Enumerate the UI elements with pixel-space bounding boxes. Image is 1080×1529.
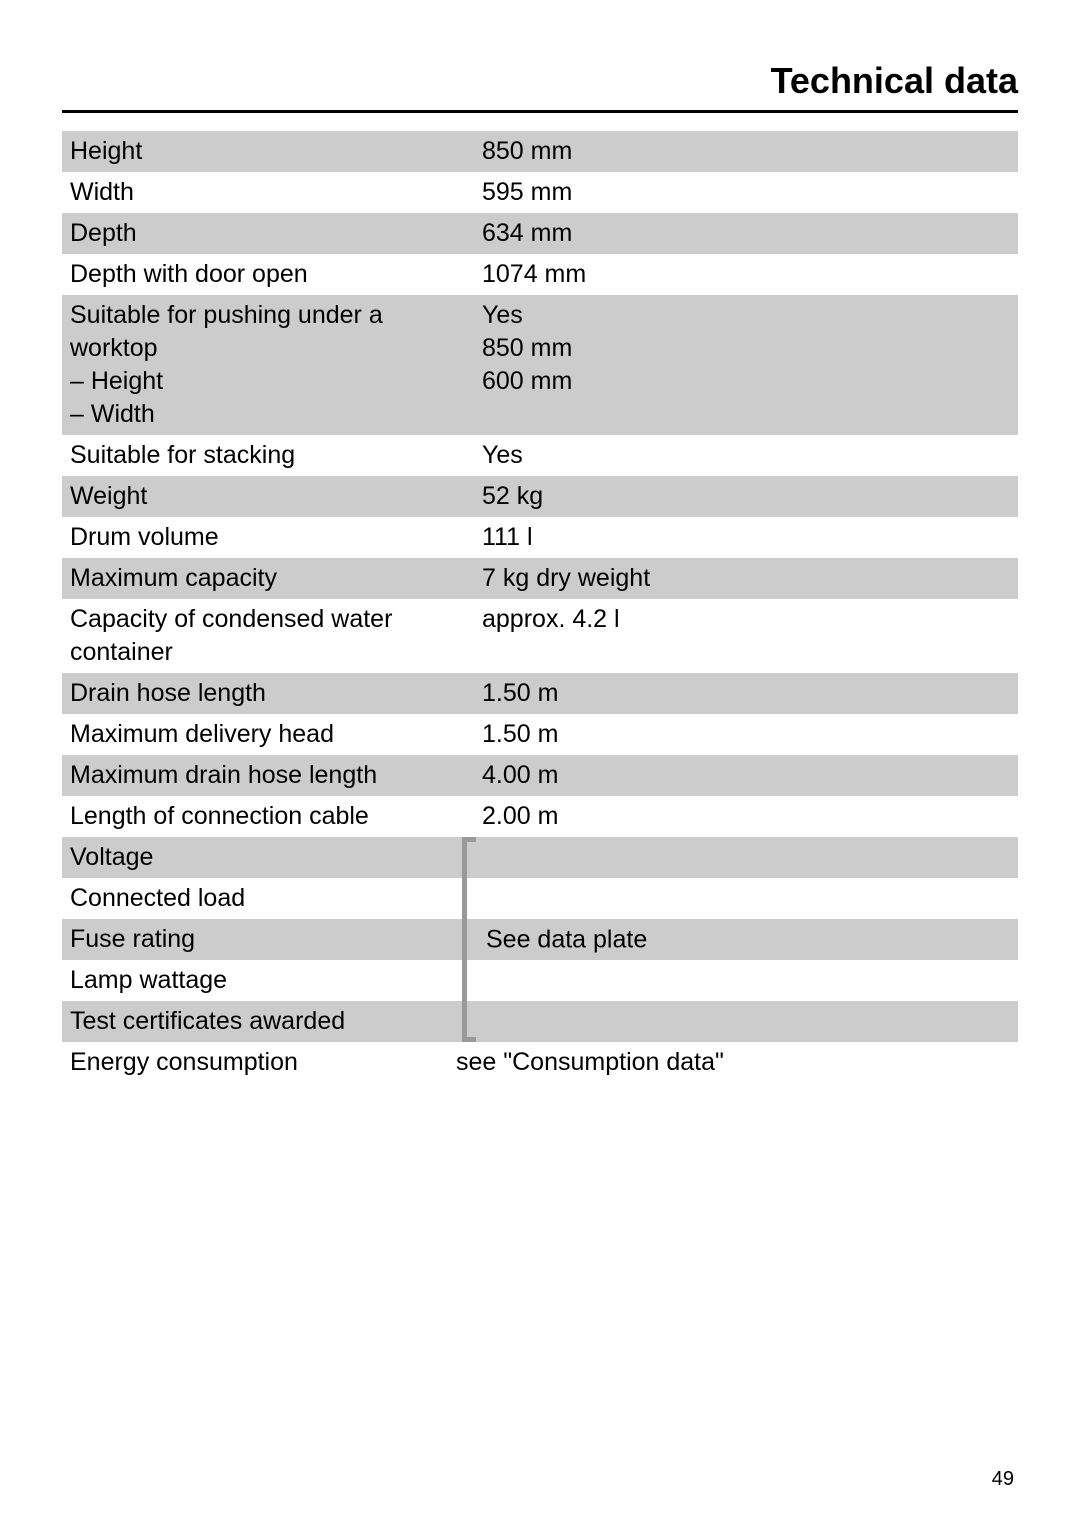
row-value: 52 kg bbox=[472, 480, 1010, 513]
table-row: Voltage bbox=[62, 837, 1018, 878]
row-label: Maximum delivery head bbox=[70, 718, 472, 751]
table-row: Capacity of condensed water container ap… bbox=[62, 599, 1018, 673]
row-value: 850 mm bbox=[472, 135, 1010, 168]
table-row: Drum volume 111 l bbox=[62, 517, 1018, 558]
bracket-icon bbox=[462, 837, 476, 1042]
row-value-line: 600 mm bbox=[482, 365, 1010, 398]
table-row: Energy consumption see "Consumption data… bbox=[62, 1042, 1018, 1083]
table-row: Height 850 mm bbox=[62, 131, 1018, 172]
row-label: Capacity of condensed water container bbox=[70, 603, 472, 669]
row-value: 7 kg dry weight bbox=[472, 562, 1010, 595]
row-value: 4.00 m bbox=[472, 759, 1010, 792]
page: Technical data Height 850 mm Width 595 m… bbox=[0, 0, 1080, 1529]
table-row: Depth 634 mm bbox=[62, 213, 1018, 254]
row-label: Length of connection cable bbox=[70, 800, 472, 833]
table-row: Lamp wattage bbox=[62, 960, 1018, 1001]
table-row: Connected load bbox=[62, 878, 1018, 919]
table-row: Drain hose length 1.50 m bbox=[62, 673, 1018, 714]
bracket-group: Voltage Connected load Fuse rating Lamp … bbox=[62, 837, 1018, 1042]
row-label-line: – Height bbox=[70, 365, 462, 398]
row-label-line: worktop bbox=[70, 332, 462, 365]
row-label: Weight bbox=[70, 480, 472, 513]
row-label: Suitable for stacking bbox=[70, 439, 472, 472]
table-row: Maximum delivery head 1.50 m bbox=[62, 714, 1018, 755]
row-value: 1.50 m bbox=[472, 718, 1010, 751]
row-value: 1.50 m bbox=[472, 677, 1010, 710]
row-value-line: approx. 4.2 l bbox=[482, 603, 1010, 636]
row-label: Drum volume bbox=[70, 521, 472, 554]
table-row: Suitable for stacking Yes bbox=[62, 435, 1018, 476]
row-value-line: 850 mm bbox=[482, 332, 1010, 365]
table-row: Length of connection cable 2.00 m bbox=[62, 796, 1018, 837]
table-row: Maximum capacity 7 kg dry weight bbox=[62, 558, 1018, 599]
row-label-line: Capacity of condensed water bbox=[70, 603, 462, 636]
table-row: Suitable for pushing under a worktop – H… bbox=[62, 295, 1018, 435]
row-label: Test certificates awarded bbox=[70, 1005, 472, 1038]
row-value: 2.00 m bbox=[472, 800, 1010, 833]
row-label: Height bbox=[70, 135, 472, 168]
row-value-line: Yes bbox=[482, 299, 1010, 332]
row-label-line: Suitable for pushing under a bbox=[70, 299, 462, 332]
row-label: Maximum drain hose length bbox=[70, 759, 472, 792]
bracket-value: See data plate bbox=[486, 925, 647, 954]
row-label: Energy consumption bbox=[70, 1046, 472, 1079]
table-row: Test certificates awarded bbox=[62, 1001, 1018, 1042]
row-label: Lamp wattage bbox=[70, 964, 472, 997]
row-value: 634 mm bbox=[472, 217, 1010, 250]
table-row: Width 595 mm bbox=[62, 172, 1018, 213]
row-value: approx. 4.2 l bbox=[472, 603, 1010, 636]
row-label-line: – Width bbox=[70, 398, 462, 431]
row-value: 1074 mm bbox=[472, 258, 1010, 291]
row-label: Depth bbox=[70, 217, 472, 250]
row-label: Connected load bbox=[70, 882, 472, 915]
row-label: Depth with door open bbox=[70, 258, 472, 291]
table-row: Weight 52 kg bbox=[62, 476, 1018, 517]
row-label: Voltage bbox=[70, 841, 472, 874]
row-value: Yes 850 mm 600 mm bbox=[472, 299, 1010, 398]
row-value: Yes bbox=[472, 439, 1010, 472]
table-row: Depth with door open 1074 mm bbox=[62, 254, 1018, 295]
row-label: Suitable for pushing under a worktop – H… bbox=[70, 299, 472, 431]
page-number: 49 bbox=[992, 1468, 1014, 1491]
row-value: 595 mm bbox=[472, 176, 1010, 209]
table-row: Maximum drain hose length 4.00 m bbox=[62, 755, 1018, 796]
row-label: Maximum capacity bbox=[70, 562, 472, 595]
row-value: 111 l bbox=[472, 521, 1010, 554]
row-label: Width bbox=[70, 176, 472, 209]
spec-table: Height 850 mm Width 595 mm Depth 634 mm … bbox=[62, 131, 1018, 1083]
row-label: Drain hose length bbox=[70, 677, 472, 710]
row-label-line: container bbox=[70, 636, 462, 669]
row-value: see "Consumption data" bbox=[456, 1046, 1010, 1079]
page-title: Technical data bbox=[62, 60, 1018, 113]
row-label: Fuse rating bbox=[70, 923, 472, 956]
